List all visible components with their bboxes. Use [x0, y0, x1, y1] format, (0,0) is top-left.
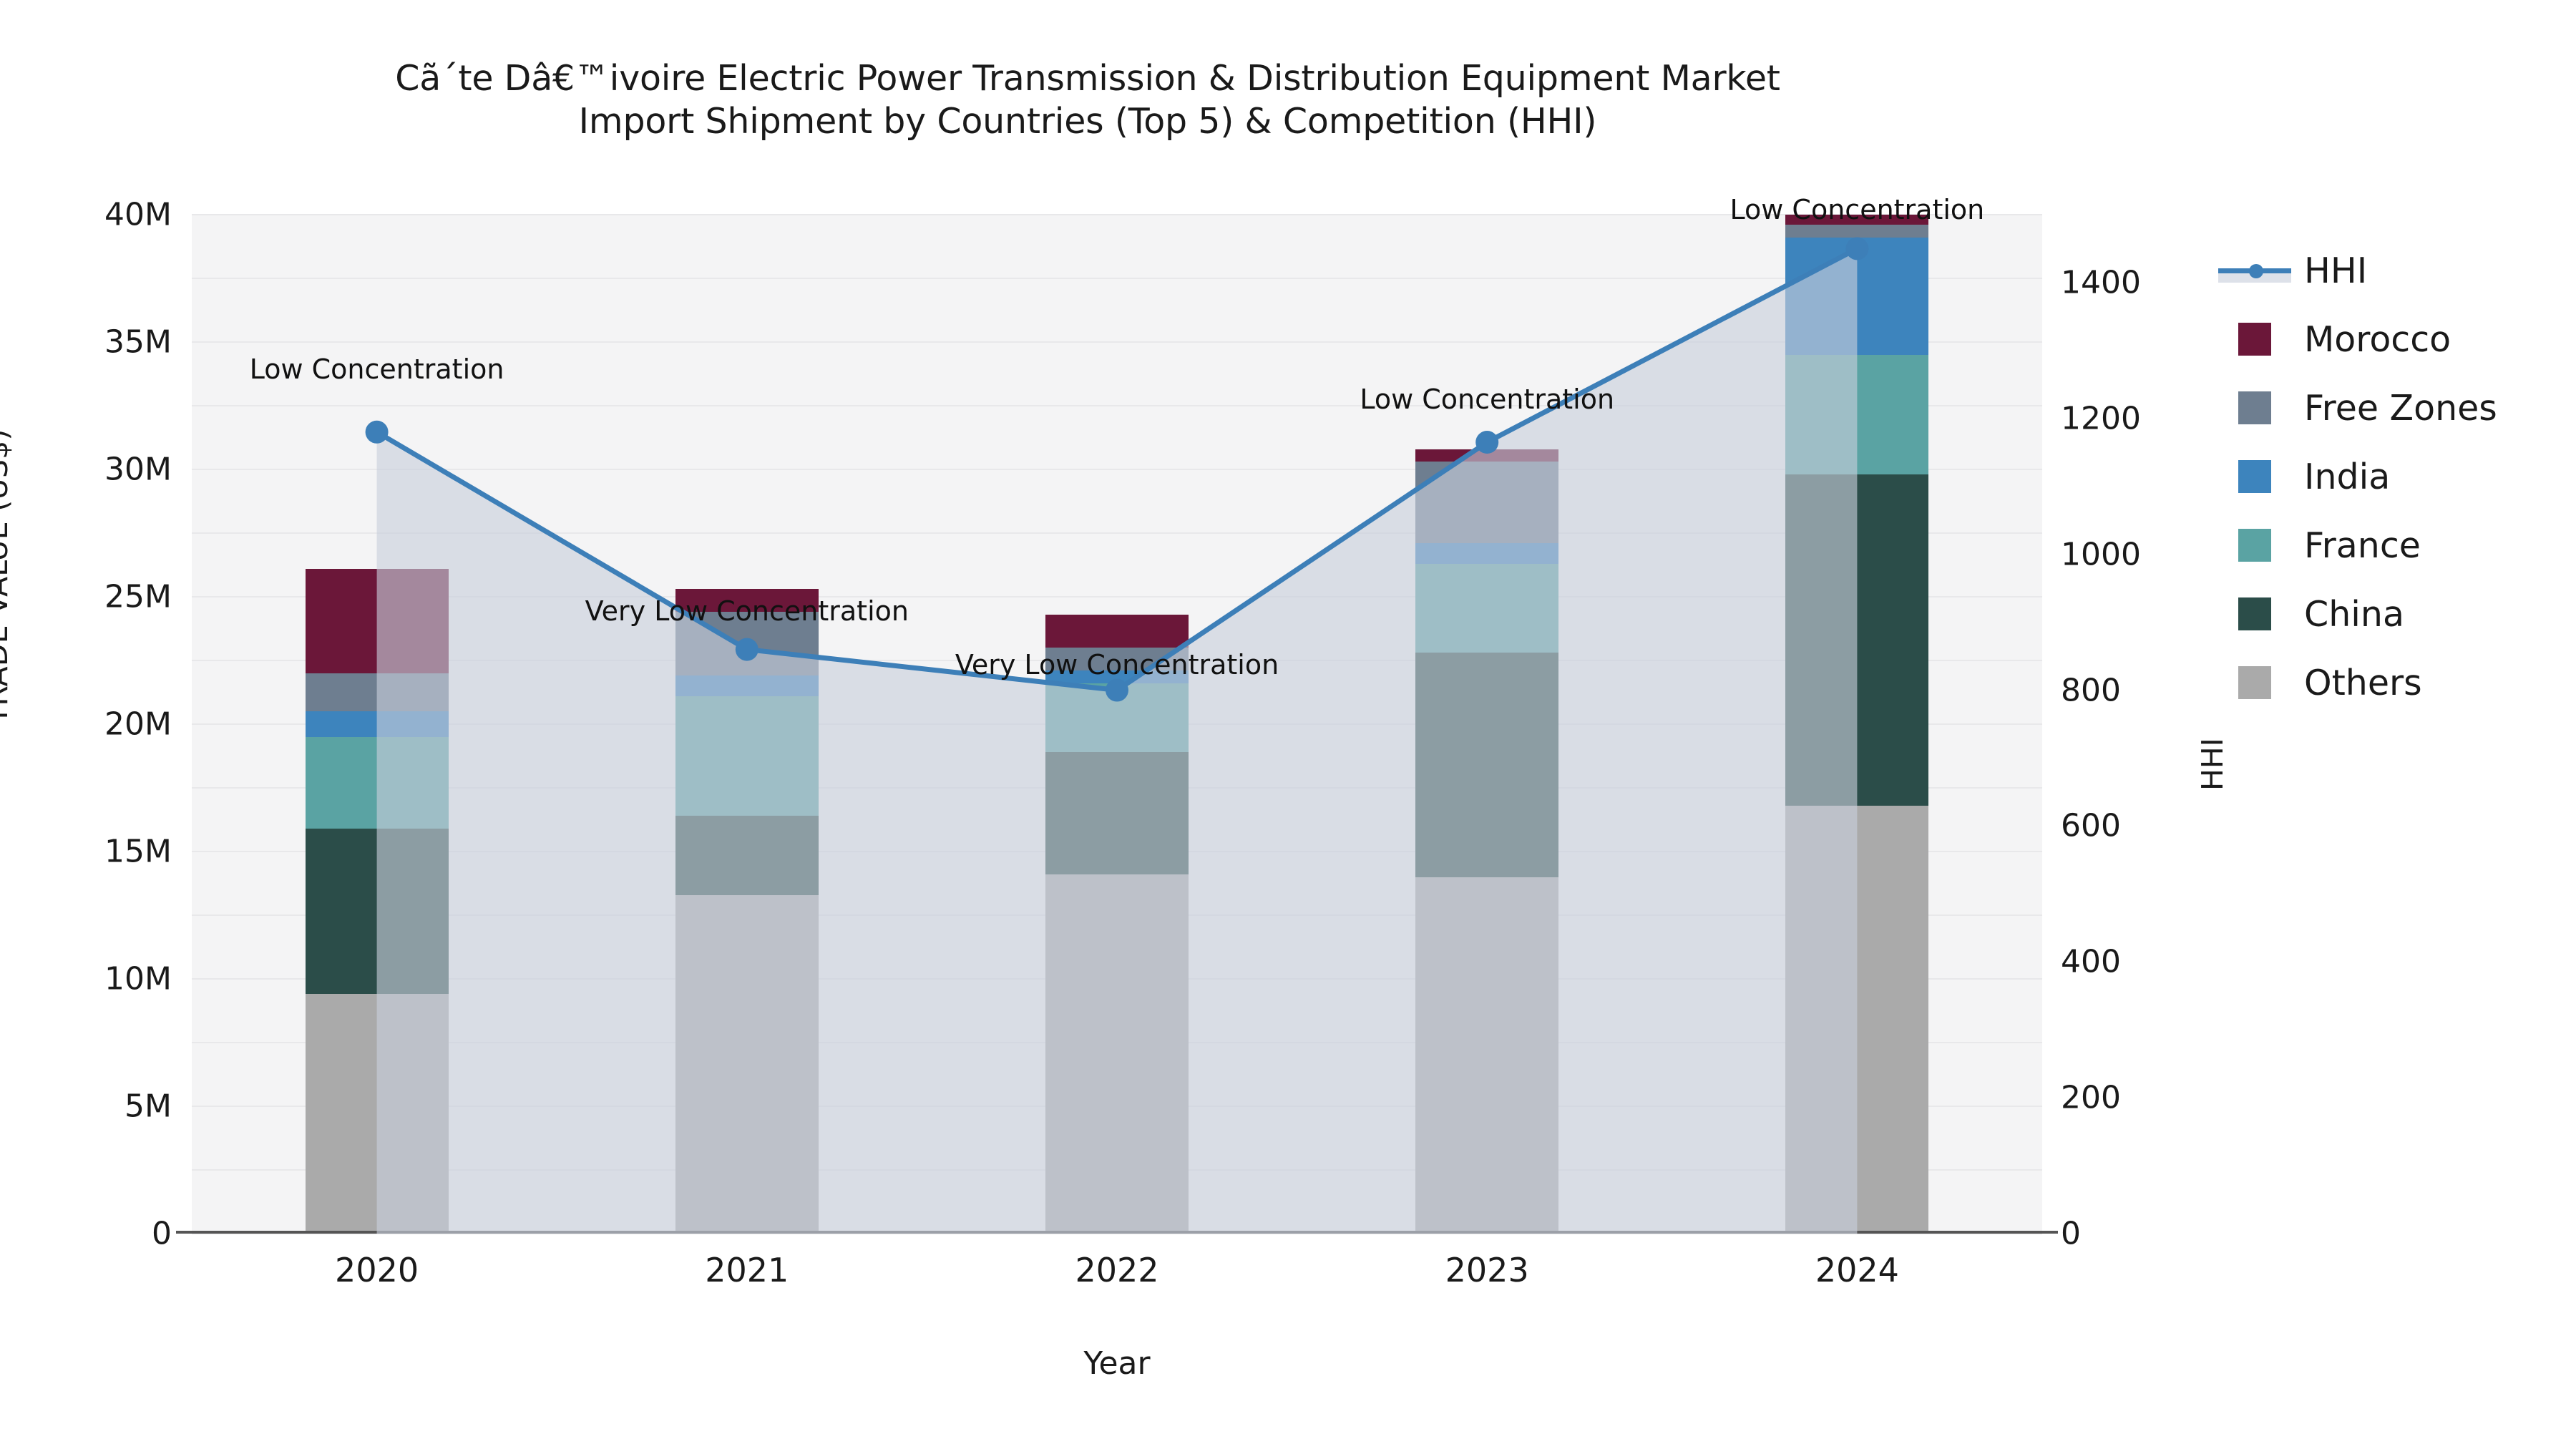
legend-item-hhi[interactable]: HHI — [2218, 236, 2497, 305]
y-tick-left: 10M — [104, 960, 172, 997]
legend-marker-dot — [2249, 264, 2263, 278]
y-tick-right: 600 — [2061, 807, 2121, 844]
y-tick-left: 20M — [104, 706, 172, 743]
bar-segment-others[interactable] — [675, 894, 819, 1234]
y-tick-left: 15M — [104, 833, 172, 870]
bar-segment-india[interactable] — [675, 675, 819, 696]
legend-label: India — [2304, 456, 2391, 497]
bar-segment-china[interactable] — [1785, 474, 1929, 806]
legend-item-india[interactable]: India — [2218, 442, 2497, 511]
bar-segment-france[interactable] — [675, 696, 819, 816]
annotation-2023: Low Concentration — [1360, 384, 1615, 416]
bar-segment-india[interactable] — [305, 711, 449, 737]
bar-segment-others[interactable] — [1045, 874, 1189, 1234]
x-axis-line — [176, 1231, 2058, 1234]
bar-2023[interactable] — [1415, 406, 1559, 1234]
legend-swatch-free-zones — [2238, 391, 2271, 424]
bar-segment-india[interactable] — [1785, 238, 1929, 355]
legend-label: Others — [2304, 662, 2422, 703]
bar-segment-china[interactable] — [675, 816, 819, 895]
gridline — [192, 1233, 2042, 1234]
x-tick-2023: 2023 — [1445, 1251, 1529, 1289]
y-axis-right-title: HHI — [2195, 738, 2230, 791]
annotation-2020: Low Concentration — [249, 353, 504, 385]
legend-item-free-zones[interactable]: Free Zones — [2218, 374, 2497, 442]
x-tick-2024: 2024 — [1815, 1251, 1899, 1289]
x-tick-2020: 2020 — [335, 1251, 419, 1289]
y-tick-right: 1000 — [2061, 536, 2141, 573]
bar-segment-others[interactable] — [305, 994, 449, 1234]
x-axis-title: Year — [1083, 1345, 1151, 1382]
legend-item-morocco[interactable]: Morocco — [2218, 305, 2497, 374]
chart-title-line-2: Import Shipment by Countries (Top 5) & C… — [578, 100, 1597, 142]
y-axis-left-title: TRADE VALUE (US$) — [0, 429, 14, 724]
bar-segment-others[interactable] — [1415, 877, 1559, 1234]
legend-item-china[interactable]: China — [2218, 580, 2497, 648]
bar-segment-morocco[interactable] — [305, 568, 449, 673]
bar-segment-france[interactable] — [1045, 683, 1189, 753]
legend-swatch-france — [2238, 529, 2271, 562]
y-tick-right: 200 — [2061, 1079, 2121, 1116]
bar-segment-morocco[interactable] — [1045, 614, 1189, 648]
legend-label: France — [2304, 525, 2421, 566]
legend-item-others[interactable]: Others — [2218, 648, 2497, 717]
legend-line-swatch — [2218, 254, 2291, 287]
bar-segment-others[interactable] — [1785, 805, 1929, 1234]
legend-label: HHI — [2304, 250, 2368, 291]
annotation-2022: Very Low Concentration — [955, 648, 1279, 680]
bar-segment-france[interactable] — [1415, 563, 1559, 653]
bar-segment-china[interactable] — [305, 828, 449, 995]
gridline — [192, 214, 2042, 215]
legend-item-france[interactable]: France — [2218, 511, 2497, 580]
y-tick-left: 35M — [104, 323, 172, 361]
x-tick-2021: 2021 — [705, 1251, 789, 1289]
y-tick-left: 25M — [104, 578, 172, 615]
y-tick-left: 0 — [152, 1215, 172, 1252]
legend-swatch-china — [2238, 597, 2271, 630]
legend: HHI Morocco Free Zones India France China Othe… — [2218, 236, 2497, 717]
y-tick-left: 5M — [125, 1088, 172, 1125]
legend-swatch-morocco — [2238, 323, 2271, 356]
bar-2024[interactable] — [1785, 215, 1929, 1234]
bar-segment-free-zones[interactable] — [305, 673, 449, 712]
bar-segment-free-zones[interactable] — [1785, 225, 1929, 238]
y-tick-left: 30M — [104, 451, 172, 488]
y-tick-right: 0 — [2061, 1215, 2081, 1252]
bar-segment-morocco[interactable] — [1785, 215, 1929, 225]
chart-title: Cã´te Dâ€™ivoire Electric Power Transmis… — [0, 57, 2175, 143]
y-tick-right: 800 — [2061, 672, 2121, 709]
legend-swatch-india — [2238, 460, 2271, 493]
bar-segment-france[interactable] — [305, 736, 449, 829]
bar-segment-china[interactable] — [1045, 752, 1189, 875]
bar-segment-free-zones[interactable] — [1415, 462, 1559, 544]
bar-segment-china[interactable] — [1415, 653, 1559, 877]
legend-swatch-others — [2238, 666, 2271, 699]
bar-2021[interactable] — [675, 538, 819, 1234]
bar-2020[interactable] — [305, 568, 449, 1234]
x-tick-2022: 2022 — [1075, 1251, 1159, 1289]
chart-title-line-1: Cã´te Dâ€™ivoire Electric Power Transmis… — [395, 58, 1780, 99]
bar-segment-france[interactable] — [1785, 354, 1929, 475]
legend-label: China — [2304, 593, 2404, 635]
annotation-2021: Very Low Concentration — [585, 595, 909, 627]
y-tick-right: 400 — [2061, 943, 2121, 980]
y-tick-left: 40M — [104, 196, 172, 233]
y-tick-right: 1200 — [2061, 400, 2141, 437]
bar-segment-india[interactable] — [1415, 543, 1559, 564]
legend-label: Morocco — [2304, 318, 2451, 360]
bar-segment-morocco[interactable] — [1415, 449, 1559, 462]
legend-label: Free Zones — [2304, 387, 2497, 429]
annotation-2024: Low Concentration — [1729, 194, 1985, 226]
y-tick-right: 1400 — [2061, 264, 2141, 301]
